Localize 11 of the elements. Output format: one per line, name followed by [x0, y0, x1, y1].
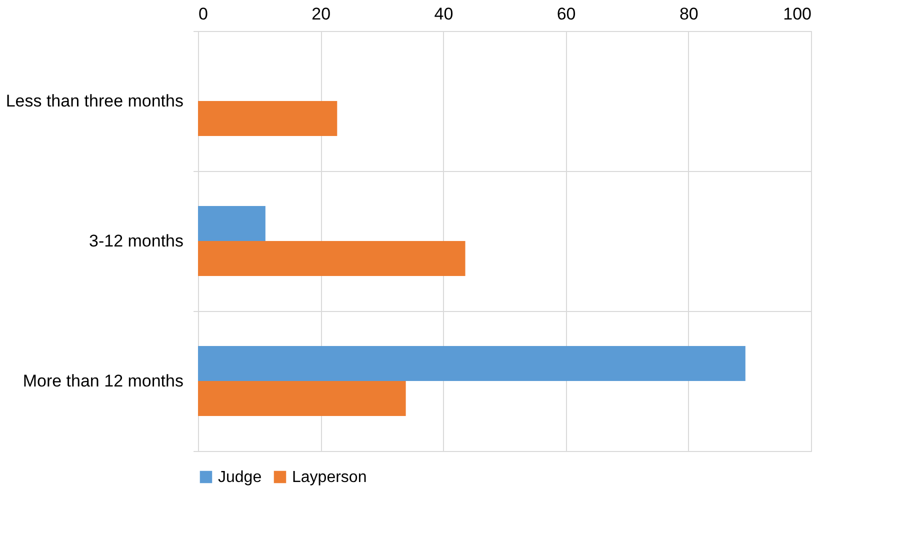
legend-label: Layperson — [292, 469, 367, 486]
x-tick-label: 20 — [312, 4, 331, 24]
x-tick-label: 40 — [434, 4, 454, 24]
y-tick-label: 3-12 months — [89, 232, 184, 250]
legend-label: Judge — [218, 469, 262, 486]
y-tick-label: Less than three months — [6, 92, 184, 110]
x-tick-label: 60 — [556, 4, 576, 24]
x-tick-label: 100 — [783, 4, 812, 24]
x-tick-label: 0 — [198, 4, 208, 24]
y-tick-label: More than 12 months — [22, 372, 184, 390]
x-tick-label: 80 — [679, 4, 698, 24]
